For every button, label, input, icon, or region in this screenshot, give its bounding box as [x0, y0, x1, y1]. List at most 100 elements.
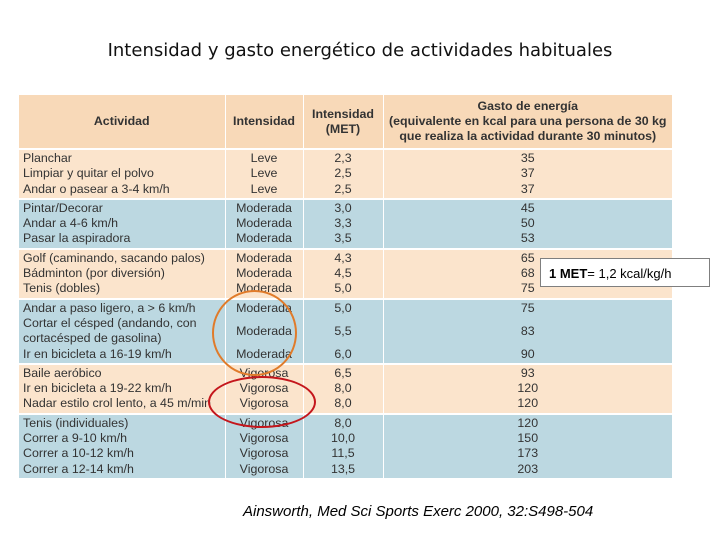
cell-actividad: Planchar Limpiar y quitar el polvo Andar o…	[19, 148, 226, 199]
callout-text: = 1,2 kcal/kg/h	[587, 266, 672, 281]
intensity-value: Moderada	[236, 231, 292, 246]
cell-actividad: Golf (caminando, sacando palos) Bádminton…	[19, 247, 226, 299]
met-value: 6,0	[334, 346, 352, 361]
met-value: 2,5	[334, 166, 352, 181]
header-met: Intensidad (MET)	[303, 95, 384, 150]
kcal-value: 173	[517, 446, 539, 461]
intensity-value: Leve	[250, 151, 278, 165]
met-value: 8,0	[334, 396, 352, 411]
met-value: 2,3	[334, 151, 352, 165]
header-gasto: Gasto de energía (equivalente en kcal pa…	[383, 95, 672, 150]
page-title: Intensidad y gasto energético de activid…	[107, 40, 613, 61]
activity-name: Golf (caminando, sacando palos)	[23, 250, 205, 265]
met-callout: 1 MET= 1,2 kcal/kg/h	[540, 258, 710, 287]
met-value: 13,5	[330, 461, 356, 476]
met-value: 3,3	[334, 216, 352, 231]
cell-kcal: 75 83 90	[383, 297, 672, 364]
kcal-value: 75	[520, 281, 535, 296]
cell-kcal: 45 50 53	[383, 197, 672, 249]
header-met-line: (MET)	[325, 121, 361, 136]
met-value: 2,5	[334, 181, 352, 196]
activity-name: Planchar	[23, 151, 72, 165]
kcal-value: 120	[517, 415, 539, 430]
header-met-line: Intensidad	[312, 106, 374, 121]
source-citation: Ainsworth, Med Sci Sports Exerc 2000, 32…	[243, 503, 594, 520]
intensity-value: Moderada	[236, 216, 292, 231]
activity-name: Baile aeróbico	[23, 365, 102, 380]
cell-actividad: Andar a paso ligero, a > 6 km/h Cortar el…	[19, 297, 226, 364]
met-value: 5,0	[334, 300, 352, 315]
table-header-row: Actividad Intensidad Intensidad (MET) Ga…	[19, 95, 672, 150]
cell-met: 8,0 10,0 11,5 13,5	[303, 412, 384, 478]
cell-met: 4,3 4,5 5,0	[303, 247, 384, 299]
header-gasto-line: Gasto de energía	[477, 99, 579, 113]
kcal-value: 120	[517, 381, 539, 396]
kcal-value: 150	[517, 431, 539, 446]
cell-actividad: Tenis (individuales) Correr a 9-10 km/h Co…	[19, 412, 226, 478]
kcal-value: 83	[520, 323, 535, 338]
intensity-value: Moderada	[236, 200, 292, 215]
cell-met: 6,5 8,0 8,0	[303, 362, 384, 414]
met-value: 8,0	[334, 415, 352, 430]
callout-bold: 1 MET	[549, 266, 588, 281]
activity-name: Tenis (dobles)	[23, 281, 101, 296]
met-value: 3,5	[334, 231, 352, 246]
cell-kcal: 120 150 173 203	[383, 412, 672, 478]
header-gasto-line: que realiza la actividad durante 30 minu…	[399, 129, 657, 143]
activity-name: Cortar el césped (andando, con	[23, 315, 197, 330]
cell-actividad: Pintar/Decorar Andar a 4-6 km/h Pasar la a…	[19, 197, 226, 249]
cell-kcal: 35 37 37	[383, 148, 672, 199]
activity-name: Nadar estilo crol lento, a 45 m/min	[23, 396, 212, 411]
kcal-value: 53	[520, 231, 535, 246]
kcal-value: 50	[520, 216, 535, 231]
intensity-value: Vigorosa	[239, 431, 289, 446]
met-value: 3,0	[334, 200, 352, 215]
met-value: 5,5	[334, 323, 352, 338]
intensity-value: Moderada	[236, 250, 292, 265]
activity-table: Actividad Intensidad Intensidad (MET) Ga…	[19, 95, 672, 478]
kcal-value: 37	[520, 166, 535, 181]
met-value: 10,0	[330, 431, 356, 446]
cell-met: 3,0 3,3 3,5	[303, 197, 384, 249]
intensity-value: Leve	[250, 166, 278, 181]
activity-name: Pintar/Decorar	[23, 200, 103, 215]
activity-name: Andar a paso ligero, a > 6 km/h	[23, 300, 196, 315]
activity-name: Andar a 4-6 km/h	[23, 216, 119, 231]
highlight-ellipse-vigorosa	[208, 376, 316, 428]
activity-name: cortacésped de gasolina)	[23, 331, 162, 346]
kcal-value: 68	[520, 266, 535, 281]
activity-table-container: Actividad Intensidad Intensidad (MET) Ga…	[19, 95, 672, 495]
activity-name: Ir en bicicleta a 19-22 km/h	[23, 381, 172, 396]
intensity-value: Vigorosa	[239, 461, 289, 476]
activity-name: Ir en bicicleta a 16-19 km/h	[23, 346, 172, 361]
kcal-value: 45	[520, 200, 535, 215]
met-value: 6,5	[334, 365, 352, 380]
met-value: 11,5	[331, 446, 355, 461]
kcal-value: 93	[520, 365, 535, 380]
activity-name: Correr a 9-10 km/h	[23, 431, 127, 446]
kcal-value: 203	[517, 461, 539, 476]
intensity-value: Leve	[250, 181, 278, 196]
table-group-row: Andar a paso ligero, a > 6 km/h Cortar el…	[19, 297, 672, 364]
cell-kcal: 93 120 120	[383, 362, 672, 414]
kcal-value: 75	[520, 300, 535, 315]
cell-intensidad: Moderada Moderada Moderada	[225, 197, 304, 249]
activity-name: Pasar la aspiradora	[23, 231, 131, 246]
activity-name: Bádminton (por diversión)	[23, 266, 165, 281]
kcal-value: 120	[517, 396, 539, 411]
highlight-ellipse-moderada	[212, 290, 297, 376]
activity-name: Tenis (individuales)	[23, 415, 129, 430]
activity-name: Limpiar y quitar el polvo	[23, 166, 154, 181]
table-group-row: Golf (caminando, sacando palos) Bádminton…	[19, 247, 672, 299]
kcal-value: 90	[520, 346, 535, 361]
cell-intensidad: Leve Leve Leve	[225, 148, 304, 199]
activity-name: Andar o pasear a 3-4 km/h	[23, 181, 170, 196]
header-actividad: Actividad	[19, 95, 226, 150]
activity-name: Correr a 12-14 km/h	[23, 461, 134, 476]
kcal-value: 35	[520, 151, 535, 165]
cell-met: 2,3 2,5 2,5	[303, 148, 384, 199]
header-gasto-line: (equivalente en kcal para una persona de…	[388, 114, 667, 128]
table-group-row: Baile aeróbico Ir en bicicleta a 19-22 km…	[19, 362, 672, 414]
kcal-value: 65	[520, 250, 535, 265]
met-value: 4,3	[334, 250, 352, 265]
